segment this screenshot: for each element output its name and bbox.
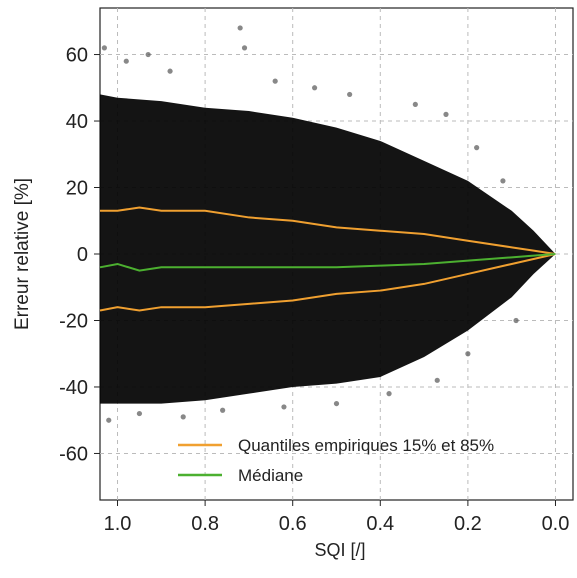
y-tick-label: 20 [66,178,88,200]
y-tick-label: 40 [66,111,88,133]
legend-label: Médiane [238,466,303,485]
scatter-point [434,377,440,383]
scatter-point [474,145,480,151]
scatter-point [412,101,418,108]
scatter-point [167,68,173,74]
point-cloud [100,94,556,254]
scatter-point [386,391,392,397]
scatter-point [312,85,318,91]
x-tick-label: 0.0 [542,513,570,535]
y-tick-label: -20 [59,310,88,332]
quantile-line [99,253,556,272]
scatter-point [237,25,243,31]
scatter-point [513,317,519,324]
scatter-point [123,58,129,64]
point-cloud [100,254,556,404]
scatter-point [333,400,340,407]
y-tick-label: -60 [59,443,88,465]
quantile-line [99,253,556,312]
scatter-point [443,111,449,117]
y-tick-label: -40 [59,377,88,399]
scatter-point [347,91,353,98]
scatter-point [136,410,143,417]
scatter-point [465,351,471,357]
x-tick-label: 1.0 [104,513,132,535]
scatter-point [180,414,186,420]
scatter-point [281,404,287,410]
scatter-point [241,45,248,51]
scatter-point [220,407,226,413]
x-tick-label: 0.8 [191,513,219,535]
x-tick-label: 0.6 [279,513,307,535]
x-tick-label: 0.2 [454,513,482,535]
y-tick-label: 0 [77,244,88,266]
scatter-point [106,417,112,423]
quantile-line [100,206,556,255]
y-axis-label: Erreur relative [%] [12,178,33,330]
y-tick-label: 60 [66,45,88,67]
scatter-point [145,51,151,58]
x-axis-label: SQI [/] [314,540,365,560]
scatter-point [101,45,107,51]
scatter-point [272,78,278,84]
scatter-point [500,178,506,184]
legend-label: Quantiles empiriques 15% et 85% [238,436,494,455]
x-tick-label: 0.4 [366,513,394,535]
